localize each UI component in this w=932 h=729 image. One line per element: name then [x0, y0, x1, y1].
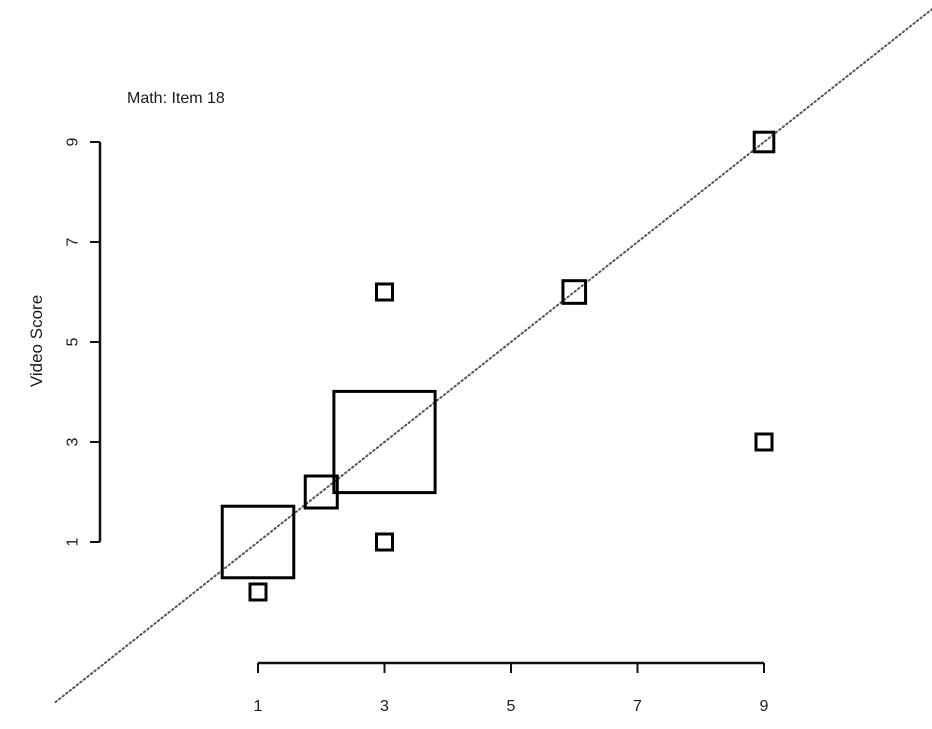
data-point-6-6	[561, 279, 588, 305]
y-tick-label-3: 3	[65, 437, 82, 446]
data-point-9-9	[752, 130, 776, 154]
x-tick-label-9: 9	[760, 698, 769, 715]
y-tick-label-7: 7	[65, 237, 82, 246]
y-tick-label-9: 9	[65, 137, 82, 146]
reference-line-y-equals-x	[54, 7, 932, 703]
data-point-3-6	[375, 282, 394, 302]
x-tick-label-1: 1	[254, 698, 263, 715]
reference-line-layer	[54, 7, 932, 703]
x-tick-label-5: 5	[507, 698, 516, 715]
x-tick-label-7: 7	[633, 698, 642, 715]
data-point-1-1	[220, 504, 296, 580]
data-point-3-1	[375, 532, 394, 552]
chart-title: Math: Item 18	[127, 90, 225, 107]
y-axis-label: Video Score	[27, 295, 46, 387]
y-tick-label-1: 1	[65, 537, 82, 546]
points-layer	[220, 130, 776, 602]
x-tick-label-3: 3	[380, 698, 389, 715]
data-point-1-0	[248, 582, 268, 602]
data-point-3-3	[332, 389, 437, 495]
y-tick-label-5: 5	[65, 337, 82, 346]
data-point-9-3	[754, 432, 774, 452]
axes-layer: 1 3 5 7 9 1 3 5 7 9	[65, 137, 769, 715]
